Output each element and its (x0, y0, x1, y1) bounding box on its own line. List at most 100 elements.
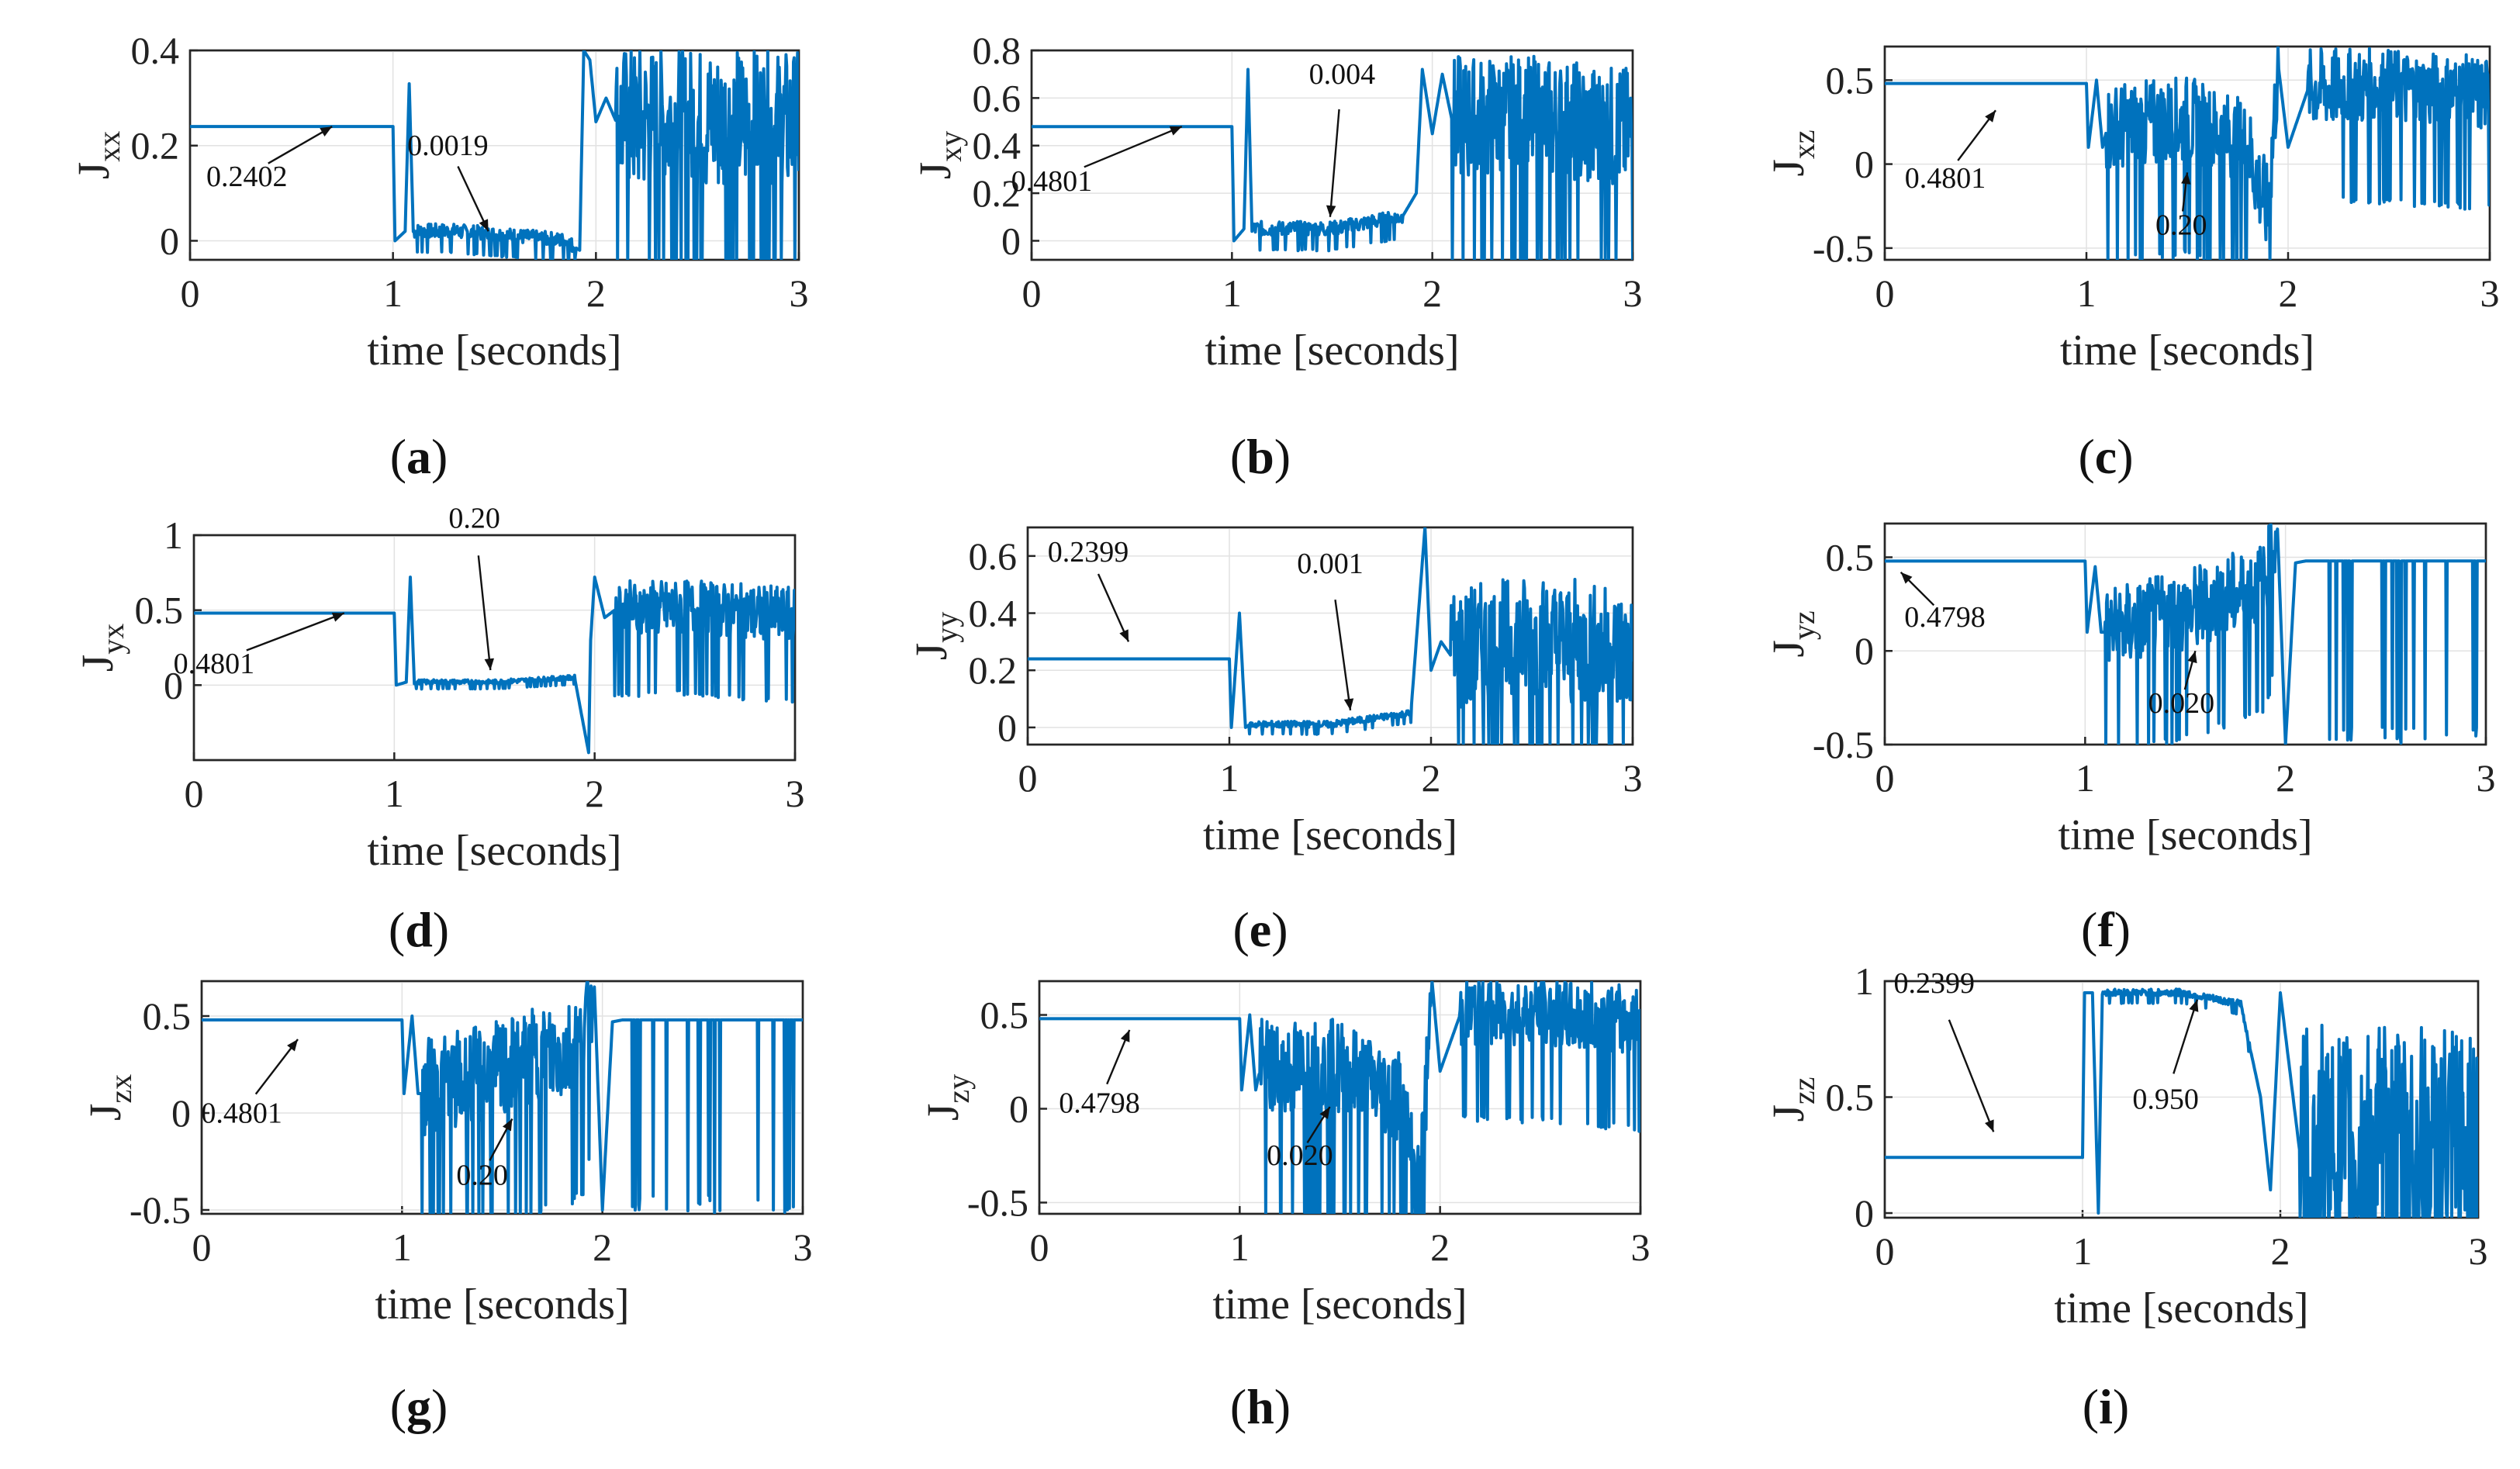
caption-letter: e (1250, 902, 1271, 957)
subplot-caption: (c) (2078, 429, 2133, 484)
x-tick-label: 1 (2076, 756, 2095, 800)
caption-paren-open: ( (2083, 1379, 2099, 1434)
x-tick-label: 3 (1631, 1225, 1651, 1269)
y-tick-label: 0 (171, 1091, 191, 1135)
x-tick-label: 2 (586, 271, 606, 315)
x-tick-label: 0 (1030, 1225, 1049, 1269)
caption-paren-open: ( (1230, 1379, 1246, 1434)
subplot-d: 0 1 2 3 0 0.5 1 Jyx time [seconds] 0.4801 0.20 (d) (72, 502, 805, 957)
annotation-arrowhead (1985, 1119, 1994, 1132)
caption-letter: a (406, 429, 431, 484)
y-tick-label: 1 (1855, 959, 1874, 1003)
y-tick-label: 0 (1001, 219, 1021, 262)
caption-paren-open: ( (2081, 902, 2097, 957)
x-tick-label: 0 (1022, 271, 1042, 315)
x-tick-label: 3 (1623, 271, 1643, 315)
x-tick-label: 2 (1430, 1225, 1450, 1269)
y-tick-label: 0 (164, 663, 183, 707)
y-axis-label: Jyz (1763, 610, 1821, 657)
annotation-arrowhead (1169, 126, 1182, 136)
caption-paren-close: ) (433, 902, 449, 957)
caption-letter: h (1246, 1379, 1274, 1434)
caption-paren-open: ( (1232, 902, 1249, 957)
caption-paren-open: ( (390, 429, 406, 484)
x-axis-label: time [seconds] (367, 327, 621, 375)
y-tick-label: 0.5 (135, 589, 184, 632)
x-tick-label: 0 (1875, 1229, 1895, 1273)
annotation-arrow (1329, 109, 1340, 217)
x-tick-label: 3 (793, 1225, 813, 1269)
x-tick-label: 1 (385, 772, 404, 815)
y-axis-label-sub: yz (1786, 610, 1821, 640)
plot-area (192, 534, 797, 762)
x-tick-label: 0 (1875, 756, 1895, 800)
y-tick-label: 0.5 (1826, 535, 1875, 579)
annotation-arrowhead (2181, 172, 2191, 185)
y-axis-label-main: J (72, 655, 123, 672)
y-axis-label: Jzz (1763, 1077, 1821, 1122)
x-tick-label: 2 (1422, 271, 1442, 315)
caption-letter: g (406, 1379, 431, 1434)
series-line-Jyz (1885, 524, 2486, 745)
y-tick-label: 0 (1855, 1191, 1874, 1235)
annotation-label: 0.2399 (1048, 536, 1129, 569)
subplot-caption: (d) (389, 902, 449, 957)
x-tick-label: 1 (2073, 1229, 2093, 1273)
y-tick-label: 0.5 (980, 994, 1029, 1037)
annotation-arrowhead (320, 126, 333, 137)
x-tick-label: 2 (2271, 1229, 2290, 1273)
annotation-arrow (457, 166, 489, 232)
x-tick-label: 1 (1230, 1225, 1250, 1269)
y-tick-label: -0.5 (1813, 226, 1874, 270)
caption-letter: c (2095, 429, 2117, 484)
x-tick-label: 3 (790, 271, 809, 315)
y-tick-label: -0.5 (130, 1188, 191, 1232)
y-tick-label: 0 (997, 706, 1017, 749)
caption-letter: i (2099, 1379, 2113, 1434)
caption-paren-open: ( (2078, 429, 2094, 484)
annotation-label: 0.4798 (1904, 601, 1986, 634)
x-tick-label: 2 (593, 1225, 612, 1269)
caption-paren-close: ) (1271, 902, 1288, 957)
x-tick-label: 2 (1422, 756, 1441, 800)
series-line-Jzx (202, 981, 803, 1214)
caption-paren-close: ) (431, 1379, 448, 1434)
caption-letter: b (1246, 429, 1274, 484)
annotation-arrowhead (502, 1118, 513, 1132)
y-axis-label-main: J (910, 162, 960, 180)
caption-paren-close: ) (2114, 902, 2131, 957)
x-tick-label: 2 (585, 772, 604, 815)
y-axis-label-sub: xx (92, 131, 126, 162)
annotation-label: 0.020 (2148, 687, 2215, 720)
x-axis-label: time [seconds] (1203, 811, 1457, 859)
y-axis-label-main: J (1763, 1104, 1813, 1122)
caption-paren-close: ) (1274, 429, 1291, 484)
series-line-Jyx (194, 576, 795, 755)
series-line-Jxy (1032, 54, 1633, 260)
x-tick-label: 3 (2477, 756, 2496, 800)
x-tick-label: 0 (192, 1225, 212, 1269)
y-tick-label: -0.5 (1813, 723, 1874, 766)
x-tick-label: 1 (1220, 756, 1239, 800)
annotation-label: 0.004 (1309, 58, 1376, 91)
y-axis-label: Jyx (72, 624, 130, 672)
caption-paren-close: ) (2117, 429, 2133, 484)
y-axis-label-sub: yy (929, 612, 964, 643)
y-axis-label-main: J (1763, 159, 1813, 177)
y-axis-label-main: J (80, 1104, 130, 1122)
y-tick-label: 1 (164, 513, 183, 557)
annotation-label: 0.020 (1267, 1139, 1333, 1172)
x-tick-label: 1 (1222, 271, 1242, 315)
annotation-arrow (1334, 599, 1352, 710)
y-tick-label: 0.2 (973, 171, 1021, 215)
annotation-label: 0.0019 (407, 130, 489, 162)
annotation-arrowhead (1319, 1107, 1330, 1119)
annotation-arrowhead (1120, 1029, 1130, 1042)
annotation-label: 0.4801 (1011, 165, 1093, 198)
x-axis-label: time [seconds] (1212, 1281, 1467, 1329)
y-axis-label: Jzx (80, 1074, 138, 1121)
